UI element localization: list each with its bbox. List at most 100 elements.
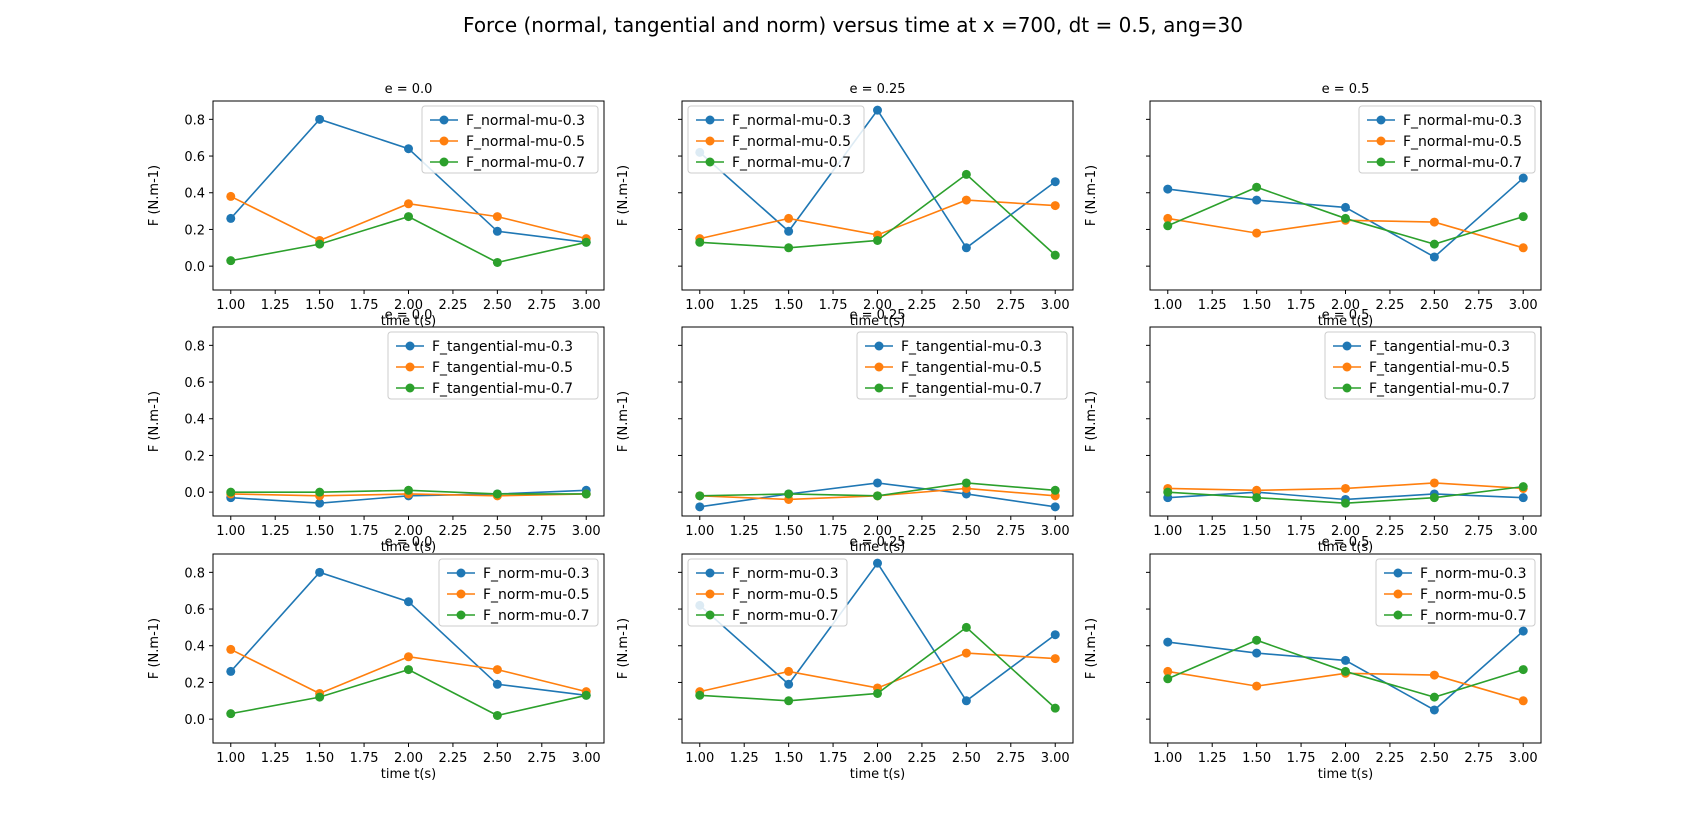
legend: F_tangential-mu-0.3 F_tangential-mu-0.5 F_… — [856, 331, 1068, 400]
x-tick-label: 1.50 — [1242, 298, 1271, 313]
x-tick-label: 1.25 — [730, 524, 759, 539]
legend-swatch-marker — [405, 341, 415, 351]
x-tick-label: 1.00 — [216, 298, 245, 313]
x-tick-label: 1.75 — [350, 524, 379, 539]
legend-swatch-marker — [1376, 115, 1386, 125]
data-point — [1252, 635, 1262, 645]
legend-label: F_normal-mu-0.5 — [732, 134, 851, 150]
legend-label: F_norm-mu-0.5 — [483, 587, 590, 603]
legend-label: F_tangential-mu-0.5 — [432, 360, 573, 376]
y-tick-label: 0.6 — [184, 376, 205, 391]
x-tick-label: 2.75 — [527, 751, 556, 766]
data-point — [873, 235, 882, 245]
x-axis-label: time t(s) — [1318, 540, 1374, 555]
x-axis-label: time t(s) — [850, 767, 906, 782]
data-point — [404, 485, 413, 495]
legend-label: F_norm-mu-0.3 — [732, 566, 839, 582]
data-point — [1518, 493, 1528, 503]
legend-label: F_norm-mu-0.5 — [1420, 587, 1527, 603]
subplot: e = 0.25 1.00 1.25 1.50 1.75 2.00 2.25 2.50 2.75… — [616, 82, 1074, 329]
data-point — [226, 213, 236, 223]
legend-label: F_norm-mu-0.3 — [483, 566, 590, 582]
data-point — [1341, 666, 1350, 676]
subplot-title: e = 0.5 — [1322, 308, 1370, 323]
data-point — [404, 212, 413, 222]
y-tick-label: 0.8 — [184, 566, 205, 581]
x-tick-label: 2.25 — [907, 751, 936, 766]
x-tick-label: 2.25 — [1375, 524, 1404, 539]
data-point — [404, 652, 413, 662]
legend-label: F_tangential-mu-0.3 — [432, 339, 573, 355]
data-point — [315, 114, 325, 124]
y-tick-label: 0.4 — [184, 640, 205, 655]
data-point — [695, 690, 705, 700]
legend: F_normal-mu-0.3 F_normal-mu-0.5 F_normal-m… — [687, 105, 865, 174]
x-tick-label: 2.25 — [438, 751, 467, 766]
y-axis-label: F (N.m-1) — [147, 618, 162, 679]
x-tick-label: 2.50 — [483, 524, 512, 539]
x-tick-label: 1.50 — [774, 751, 803, 766]
y-axis-label: F (N.m-1) — [616, 391, 631, 452]
subplot-title: e = 0.0 — [385, 82, 433, 97]
data-point — [961, 243, 971, 253]
x-tick-label: 1.25 — [261, 298, 290, 313]
x-tick-label: 2.25 — [907, 298, 936, 313]
x-tick-label: 1.50 — [774, 298, 803, 313]
x-tick-label: 1.75 — [819, 298, 848, 313]
legend-swatch-marker — [456, 568, 466, 578]
data-point — [1429, 239, 1439, 249]
data-point — [1341, 213, 1350, 223]
y-axis-label: F (N.m-1) — [1084, 165, 1099, 226]
data-point — [226, 644, 236, 654]
legend-label: F_tangential-mu-0.5 — [1369, 360, 1510, 376]
data-point — [961, 195, 971, 205]
legend-label: F_normal-mu-0.7 — [466, 155, 585, 171]
x-tick-label: 2.25 — [907, 524, 936, 539]
legend-swatch-marker — [1393, 610, 1403, 620]
x-tick-label: 1.75 — [1287, 751, 1316, 766]
legend: F_norm-mu-0.3 F_norm-mu-0.5 F_norm-mu-0.7 — [1375, 558, 1536, 627]
x-tick-label: 2.00 — [394, 298, 423, 313]
data-point — [315, 239, 325, 249]
data-point — [784, 679, 794, 689]
legend-box — [687, 105, 865, 174]
x-tick-label: 2.75 — [1464, 524, 1493, 539]
data-point — [1252, 195, 1262, 205]
subplot-title: e = 0.25 — [849, 308, 905, 323]
legend-box — [421, 105, 599, 174]
x-tick-label: 3.00 — [1041, 298, 1070, 313]
y-axis-label: F (N.m-1) — [1084, 391, 1099, 452]
legend-swatch-marker — [456, 589, 466, 599]
data-point — [315, 498, 325, 508]
x-tick-label: 2.50 — [1420, 751, 1449, 766]
x-tick-label: 1.25 — [1198, 298, 1227, 313]
data-point — [784, 666, 794, 676]
legend-label: F_tangential-mu-0.7 — [432, 381, 573, 397]
data-point — [581, 690, 591, 700]
y-tick-label: 0.0 — [184, 486, 205, 501]
data-point — [1163, 213, 1173, 223]
y-axis-label: F (N.m-1) — [616, 618, 631, 679]
x-tick-label: 1.25 — [1198, 751, 1227, 766]
x-tick-label: 3.00 — [1509, 298, 1538, 313]
x-tick-label: 1.75 — [350, 751, 379, 766]
legend-swatch-marker — [1342, 362, 1352, 372]
data-point — [873, 478, 882, 488]
x-tick-label: 1.00 — [216, 751, 245, 766]
y-tick-label: 0.4 — [184, 413, 205, 428]
subplot-title: e = 0.25 — [849, 82, 905, 97]
data-point — [961, 478, 971, 488]
legend-swatch-marker — [705, 136, 715, 146]
x-tick-label: 1.00 — [216, 524, 245, 539]
data-point — [1050, 630, 1060, 640]
x-tick-label: 2.00 — [1331, 298, 1360, 313]
legend: F_norm-mu-0.3 F_norm-mu-0.5 F_norm-mu-0.7 — [438, 558, 599, 627]
legend: F_tangential-mu-0.3 F_tangential-mu-0.5 F_… — [1324, 331, 1536, 400]
x-tick-label: 2.75 — [996, 298, 1025, 313]
legend-box — [438, 558, 599, 627]
legend: F_norm-mu-0.3 F_norm-mu-0.5 F_norm-mu-0.7 — [687, 558, 848, 627]
data-point — [873, 105, 882, 115]
x-tick-label: 2.75 — [1464, 298, 1493, 313]
data-point — [1252, 182, 1262, 192]
x-tick-label: 1.00 — [1153, 751, 1182, 766]
